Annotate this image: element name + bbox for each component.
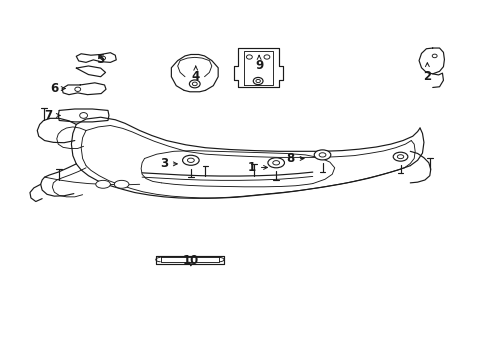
Ellipse shape [253,77,263,85]
Text: 9: 9 [254,55,263,72]
Ellipse shape [319,153,325,157]
Ellipse shape [80,113,87,118]
Text: 5: 5 [96,53,104,66]
Text: 7: 7 [44,109,60,122]
Ellipse shape [182,155,199,165]
Text: 4: 4 [191,66,200,82]
Ellipse shape [189,80,200,88]
Ellipse shape [392,152,407,161]
Ellipse shape [187,158,194,162]
Ellipse shape [75,87,81,91]
Ellipse shape [267,158,284,168]
Ellipse shape [192,82,197,86]
Ellipse shape [114,180,129,188]
Text: 3: 3 [160,157,177,170]
Ellipse shape [246,55,252,59]
Ellipse shape [272,161,279,165]
Ellipse shape [314,150,330,160]
Ellipse shape [431,54,436,58]
Text: 10: 10 [183,254,199,267]
Text: 8: 8 [286,152,304,165]
Ellipse shape [96,180,110,188]
Ellipse shape [397,155,403,159]
Text: 1: 1 [247,161,267,174]
Ellipse shape [255,80,260,83]
Ellipse shape [101,56,105,60]
Text: 2: 2 [423,63,430,82]
Ellipse shape [264,55,269,59]
Text: 6: 6 [50,82,65,95]
